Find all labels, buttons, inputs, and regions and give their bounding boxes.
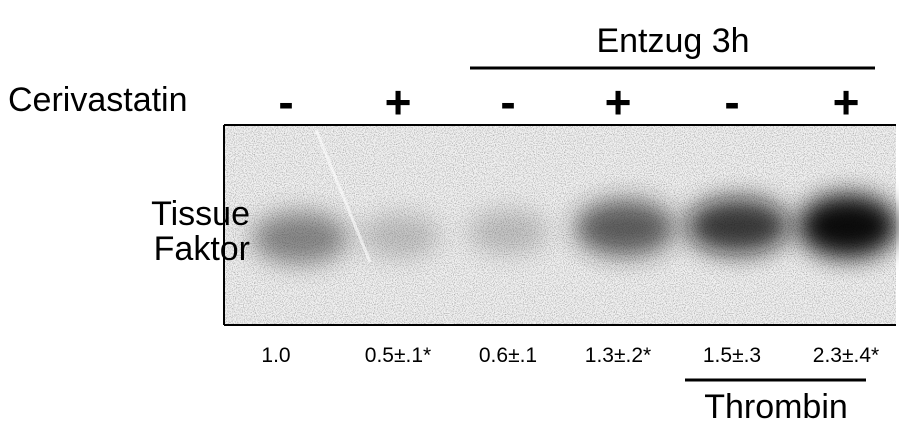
quantification: 1.5±.3 — [703, 344, 761, 367]
header-title: Entzug 3h — [596, 22, 749, 60]
quantification: 2.3±.4* — [813, 344, 879, 367]
quantification: 0.6±.1 — [479, 344, 537, 367]
band-label: Faktor — [154, 230, 250, 268]
treatment-label: Cerivastatin — [8, 81, 188, 119]
quantification: 1.0 — [261, 344, 290, 367]
lane-sign: - — [500, 76, 515, 128]
lane-sign: + — [833, 76, 860, 128]
footer-label: Thrombin — [704, 388, 848, 426]
lane-sign: - — [724, 76, 739, 128]
band-label: Tissue — [151, 195, 250, 233]
lane-sign: - — [278, 76, 293, 128]
lane-sign: + — [605, 76, 632, 128]
quantification: 1.3±.2* — [585, 344, 651, 367]
blot — [223, 124, 898, 326]
quantification: 0.5±.1* — [365, 344, 431, 367]
lane-sign: + — [385, 76, 412, 128]
